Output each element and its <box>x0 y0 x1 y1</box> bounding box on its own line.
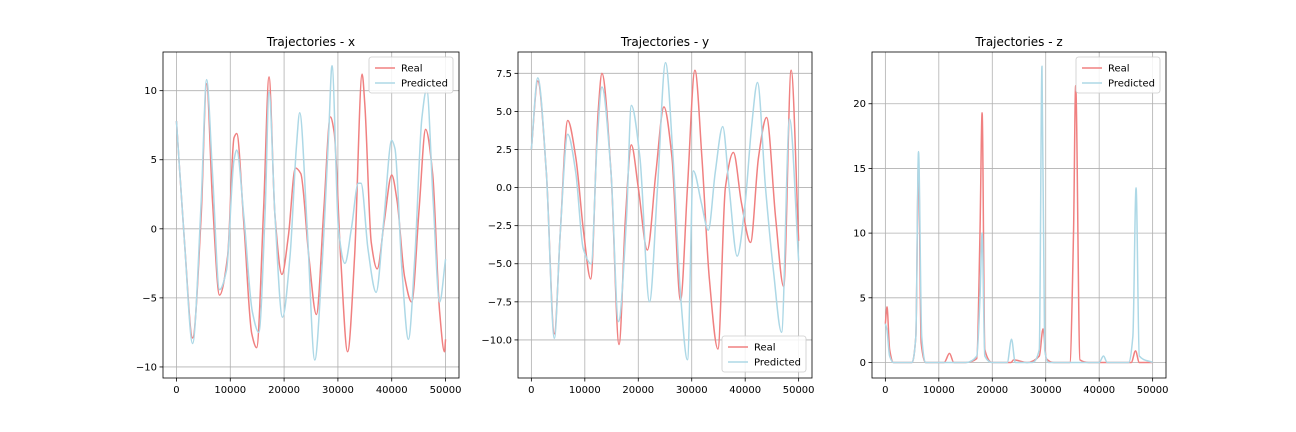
y-tick-label: 10 <box>144 86 157 97</box>
x-tick-label: 40000 <box>1083 385 1115 396</box>
y-tick-label: −5 <box>142 293 157 304</box>
chart-title: Trajectories - z <box>974 35 1062 49</box>
axes-frame <box>162 51 460 379</box>
legend: Real Predicted <box>721 335 807 373</box>
y-tick-label: 20 <box>853 99 866 110</box>
y-tick-label: −10.0 <box>481 335 512 346</box>
x-tick-label: 20000 <box>976 385 1008 396</box>
chart-title: Trajectories - x <box>266 35 355 49</box>
legend-box <box>1075 56 1161 94</box>
legend-label-predicted: Predicted <box>401 79 448 90</box>
series-line-predicted <box>175 65 447 361</box>
x-tick-label: 20000 <box>622 385 654 396</box>
y-tick-label: −7.5 <box>488 297 512 308</box>
chart-panel-3: 0 10000 20000 30000 40000 50000 0 5 10 15 20 Trajec… <box>853 35 1168 396</box>
x-tick-label: 50000 <box>1137 385 1169 396</box>
y-tick-label: 0.0 <box>496 183 512 194</box>
chart-panel-2: 0 10000 20000 30000 40000 50000 −10.0 −7.5 −5.0 −… <box>481 35 814 396</box>
y-tick-label: 5 <box>151 155 157 166</box>
series-line-predicted <box>530 61 800 361</box>
y-tick-label: 2.5 <box>496 145 512 156</box>
axes-frame <box>871 51 1167 379</box>
legend-label-real: Real <box>401 64 423 75</box>
x-tick-label: 50000 <box>430 385 462 396</box>
y-tick-label: −10 <box>136 362 157 373</box>
x-tick-label: 50000 <box>783 385 815 396</box>
x-tick-label: 40000 <box>729 385 761 396</box>
legend-box <box>368 56 454 94</box>
x-tick-label: 20000 <box>268 385 300 396</box>
series-line-real <box>175 73 447 353</box>
x-tick-label: 30000 <box>1030 385 1062 396</box>
y-tick-label: 15 <box>853 164 866 175</box>
x-tick-label: 0 <box>528 385 534 396</box>
y-tick-label: 7.5 <box>496 69 512 80</box>
x-tick-label: 10000 <box>214 385 246 396</box>
x-tick-label: 30000 <box>322 385 354 396</box>
x-tick-label: 0 <box>173 385 179 396</box>
series-group <box>530 61 800 361</box>
y-tick-label: −2.5 <box>488 221 512 232</box>
legend-box <box>721 335 807 373</box>
series-group <box>175 65 447 361</box>
y-tick-label: 5 <box>860 293 866 304</box>
legend: Real Predicted <box>368 56 454 94</box>
x-tick-label: 0 <box>882 385 888 396</box>
legend-label-predicted: Predicted <box>1108 79 1155 90</box>
x-tick-label: 40000 <box>376 385 408 396</box>
chart-title: Trajectories - y <box>620 35 709 49</box>
legend: Real Predicted <box>1075 56 1161 94</box>
series-line-predicted <box>884 65 1153 364</box>
legend-label-real: Real <box>1108 64 1130 75</box>
series-group <box>884 65 1153 364</box>
legend-label-real: Real <box>754 343 776 354</box>
legend-label-predicted: Predicted <box>754 358 801 369</box>
chart-panel-1: 0 10000 20000 30000 40000 50000 −10 −5 0 5 10 Traje… <box>136 35 462 396</box>
axes-frame <box>517 51 813 379</box>
y-tick-label: 0 <box>151 224 157 235</box>
y-tick-label: 10 <box>853 229 866 240</box>
grid <box>518 52 812 378</box>
y-tick-label: 5.0 <box>496 107 512 118</box>
y-tick-label: 0 <box>860 358 866 369</box>
x-tick-label: 10000 <box>923 385 955 396</box>
y-tick-label: −5.0 <box>488 259 512 270</box>
x-tick-label: 10000 <box>569 385 601 396</box>
x-tick-label: 30000 <box>676 385 708 396</box>
